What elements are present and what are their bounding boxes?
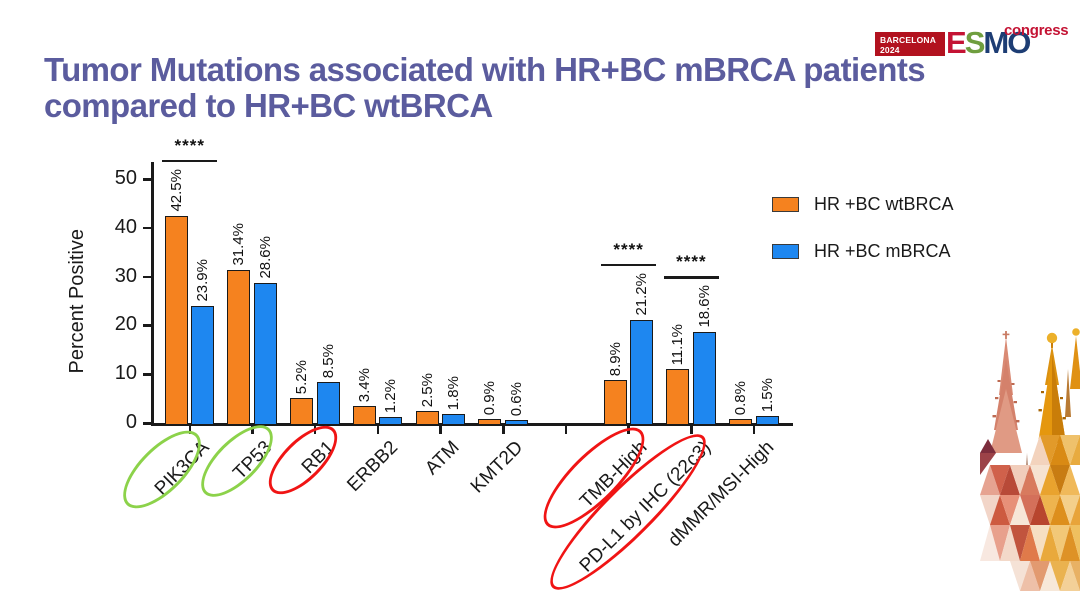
- bar-mbrca-TMB-High: [630, 319, 654, 424]
- bar-mbrca-KMT2D: [504, 420, 528, 424]
- bar-value-label: 5.2%: [293, 359, 311, 394]
- bar-value-label: 2.5%: [418, 372, 436, 407]
- bar-value-label: 28.6%: [256, 236, 274, 279]
- bar-value-label: 21.2%: [633, 272, 651, 316]
- y-tick-label: 40: [114, 215, 137, 238]
- x-axis-tick: [627, 425, 630, 434]
- legend-row-1: HR +BC mBRCA: [772, 241, 954, 262]
- bar-wtbrca-PIK3CA: [164, 215, 188, 424]
- chart-legend: HR +BC wtBRCA HR +BC mBRCA: [772, 194, 954, 262]
- y-tick-label: 20: [114, 313, 137, 336]
- x-axis-tick: [376, 425, 380, 434]
- x-axis-tick: [564, 425, 568, 434]
- y-tick-label: 10: [114, 362, 137, 385]
- significance-line-PD-L1 by IHC (22c3): [663, 276, 719, 279]
- y-axis-tick: [143, 324, 151, 327]
- esmo-letter-m: M: [983, 25, 1009, 60]
- bar-value-label: 1.5%: [758, 377, 776, 412]
- x-axis-tick: [188, 425, 191, 434]
- x-axis-line: [151, 423, 793, 426]
- bar-value-label: 11.1%: [669, 323, 687, 366]
- legend-label: HR +BC wtBRCA: [814, 194, 954, 214]
- bar-value-label: 23.9%: [194, 259, 212, 302]
- legend-swatch: [772, 244, 799, 259]
- bar-value-label: 0.6%: [507, 382, 525, 417]
- legend-label: HR +BC mBRCA: [814, 241, 951, 261]
- slide-title-line2: compared to HR+BC wtBRCA: [44, 87, 493, 125]
- bar-mbrca-PD-L1 by IHC (22c3): [692, 332, 716, 424]
- bar-mbrca-dMMR/MSI-High: [755, 415, 779, 424]
- logo-year: 2024: [880, 44, 900, 55]
- bar-value-label: 0.8%: [732, 381, 750, 416]
- bar-wtbrca-ERBB2: [352, 406, 376, 424]
- bar-wtbrca-ATM: [415, 410, 439, 424]
- significance-stars-TMB-High: ****: [613, 239, 644, 259]
- sagrada-familia-mosaic-artwork: [980, 328, 1080, 591]
- y-axis-title: Percent Positive: [66, 228, 88, 374]
- significance-line-TMB-High: [600, 263, 656, 267]
- esmo-congress-logo: BARCELONA 2024 ESMO congress: [872, 22, 1072, 70]
- bar-mbrca-ATM: [442, 414, 466, 424]
- bar-wtbrca-RB1: [290, 397, 314, 424]
- bar-value-label: 18.6%: [695, 285, 713, 328]
- bar-wtbrca-TMB-High: [603, 379, 627, 424]
- legend-swatch: [772, 197, 799, 212]
- y-axis-tick: [143, 178, 151, 181]
- esmo-wordmark: ESMO: [946, 25, 1031, 61]
- x-axis-tick: [502, 425, 505, 434]
- bar-value-label: 42.5%: [167, 168, 185, 212]
- y-tick-label: 0: [125, 411, 137, 433]
- x-axis-tick: [690, 425, 693, 434]
- significance-stars-PD-L1 by IHC (22c3): ****: [676, 252, 707, 272]
- bar-mbrca-PIK3CA: [191, 306, 215, 424]
- bar-chart: 0 10 20 30 40 50 Percent Positive 42.5% 23.9% PIK…: [66, 135, 793, 605]
- barcelona-2024-badge: BARCELONA 2024: [875, 32, 945, 56]
- significance-stars-PIK3CA: ****: [174, 135, 205, 155]
- x-axis-tick: [752, 425, 756, 434]
- esmo-letter-o: O: [1007, 25, 1031, 60]
- x-axis-label-ERBB2: ERBB2: [342, 437, 402, 496]
- bar-wtbrca-PD-L1 by IHC (22c3): [666, 368, 690, 424]
- logo-venue: BARCELONA: [880, 34, 937, 45]
- y-axis-line: [151, 162, 154, 426]
- bar-mbrca-TP53: [253, 283, 277, 424]
- x-axis-label-ATM: ATM: [421, 437, 464, 480]
- bar-value-label: 0.9%: [481, 380, 499, 415]
- x-axis-tick: [251, 425, 254, 434]
- y-axis-tick: [143, 422, 151, 425]
- bar-mbrca-RB1: [316, 381, 340, 424]
- significance-line-PIK3CA: [162, 159, 217, 163]
- bar-mbrca-ERBB2: [379, 417, 403, 424]
- slide-title-line1: Tumor Mutations associated with HR+BC mB…: [44, 51, 926, 88]
- x-axis-tick: [439, 425, 442, 434]
- slide-title: Tumor Mutations associated with HR+BC mB…: [44, 51, 994, 125]
- esmo-letter-s: S: [964, 25, 986, 60]
- x-axis-label-KMT2D: KMT2D: [466, 437, 528, 498]
- congress-label: congress: [1004, 22, 1069, 39]
- esmo-letter-e: E: [946, 25, 967, 60]
- bar-wtbrca-dMMR/MSI-High: [729, 419, 753, 424]
- bar-value-label: 31.4%: [230, 222, 248, 266]
- bar-value-label: 8.9%: [606, 341, 624, 376]
- annotation-ellipse-RB1: [257, 414, 349, 506]
- y-tick-label: 50: [114, 167, 137, 189]
- y-axis-tick: [143, 275, 151, 279]
- y-tick-label: 30: [114, 264, 137, 287]
- bar-value-label: 1.2%: [382, 379, 400, 414]
- x-axis-tick: [313, 425, 317, 434]
- bar-value-label: 3.4%: [355, 368, 373, 403]
- bar-wtbrca-TP53: [227, 269, 251, 424]
- legend-row-0: HR +BC wtBRCA: [772, 194, 954, 215]
- bar-value-label: 8.5%: [319, 343, 337, 378]
- y-axis-tick: [143, 373, 151, 376]
- bar-value-label: 1.8%: [445, 376, 463, 411]
- y-axis-tick: [143, 226, 151, 230]
- bar-wtbrca-KMT2D: [478, 418, 502, 424]
